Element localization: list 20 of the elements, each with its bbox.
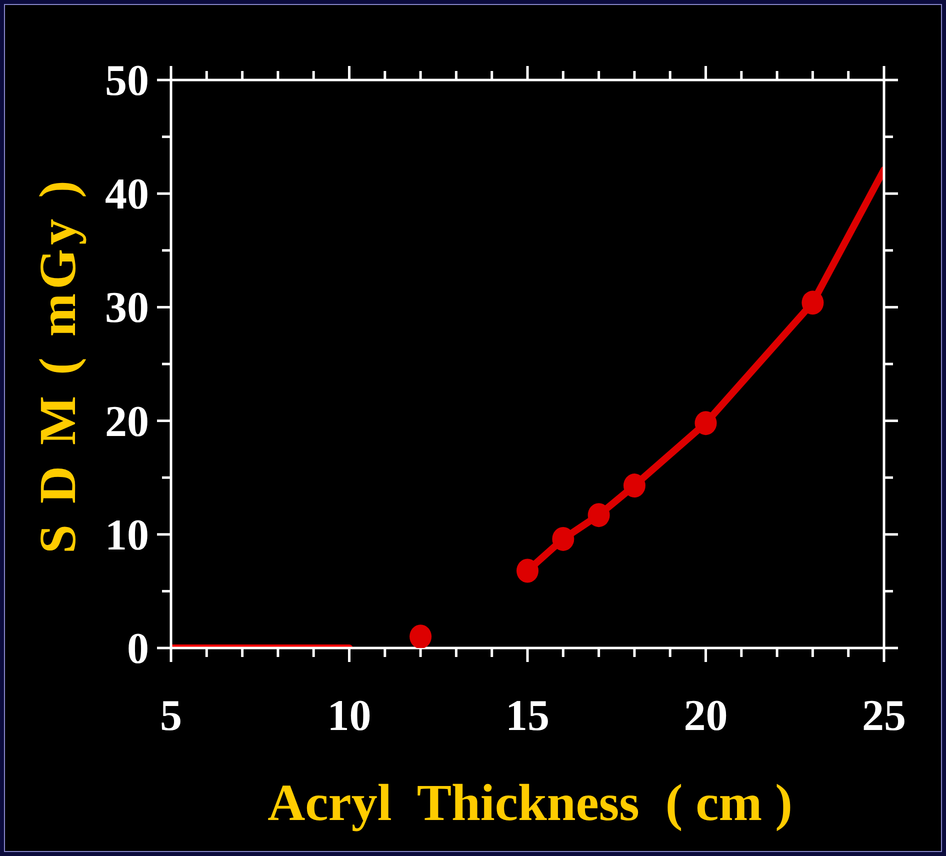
y-tick-label: 40	[105, 170, 149, 219]
y-tick-label: 0	[127, 624, 149, 673]
point	[516, 558, 538, 583]
y-tick-label: 30	[105, 283, 149, 332]
point	[694, 411, 717, 436]
y-tick-label: 20	[105, 396, 149, 446]
point	[552, 526, 574, 551]
x-tick-label: 20	[684, 691, 728, 740]
point	[588, 503, 610, 528]
x-tick-label: 25	[862, 691, 906, 740]
point	[623, 474, 646, 498]
x-tick-label: 15	[506, 691, 550, 740]
point	[410, 624, 432, 648]
x-tick-label: 10	[327, 691, 372, 740]
y-tick-label: 50	[105, 56, 149, 105]
y-tick-label: 10	[105, 510, 149, 560]
y-axis-title: S D M ( mGy )	[30, 176, 87, 554]
x-tick-label: 5	[160, 691, 182, 740]
point	[802, 290, 824, 315]
x-axis-title: Acryl Thickness ( cm )	[268, 775, 792, 832]
